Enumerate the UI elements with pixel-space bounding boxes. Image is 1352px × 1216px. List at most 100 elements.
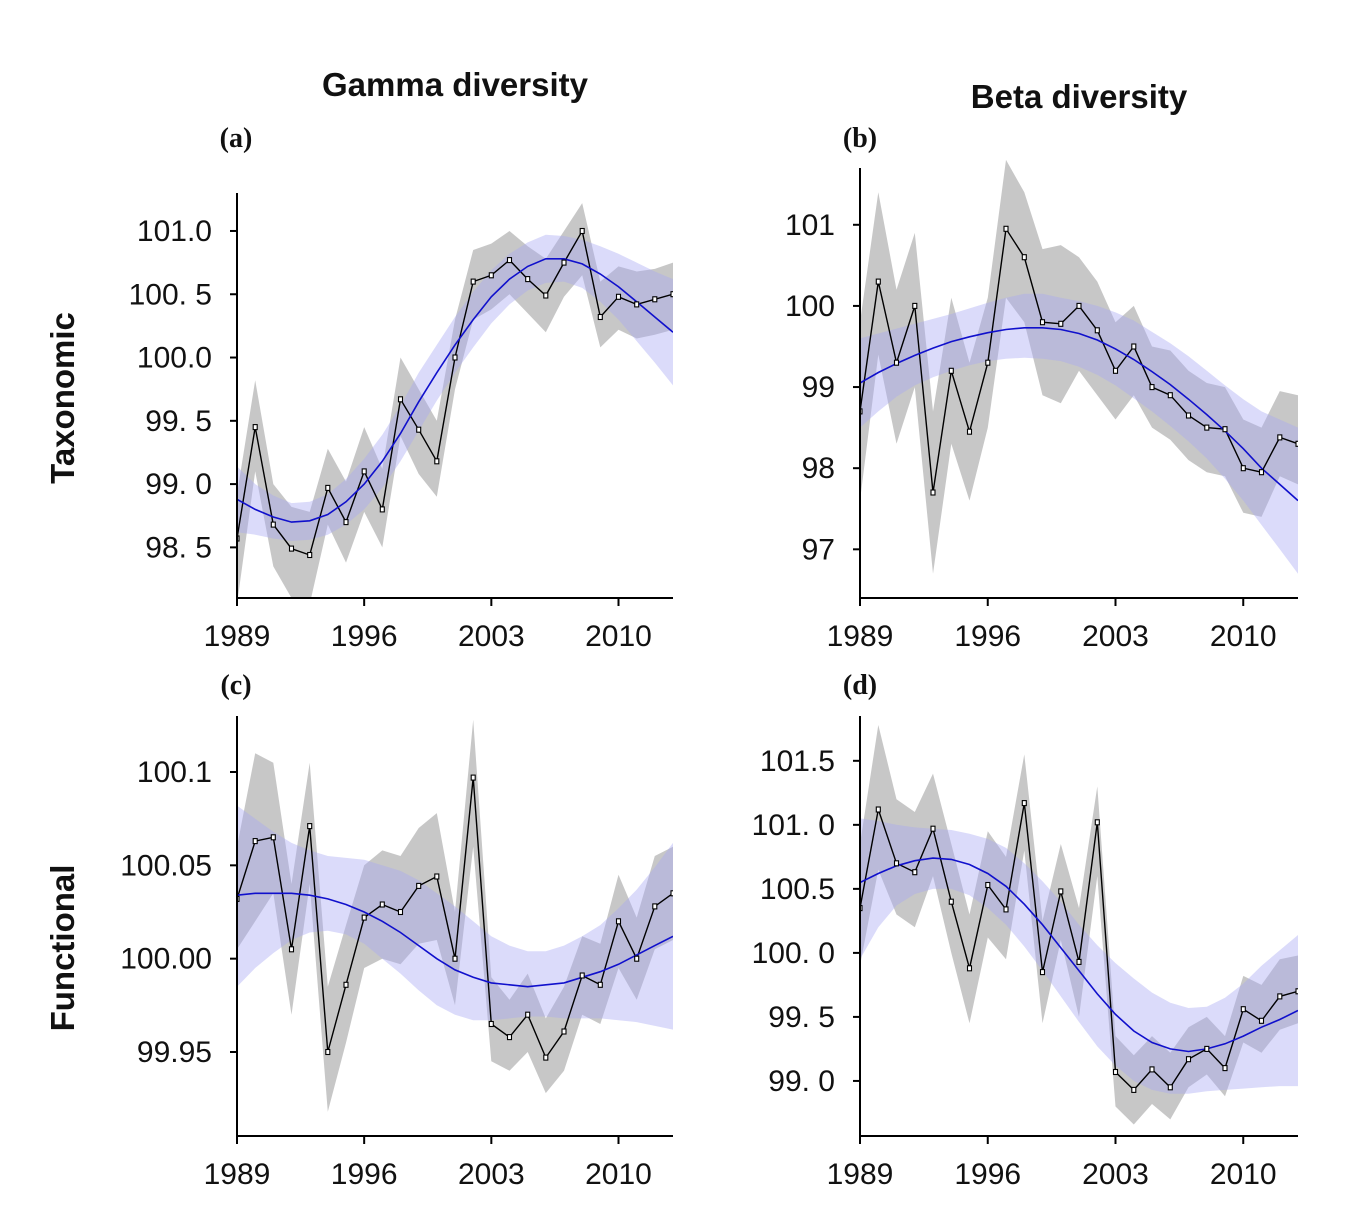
data-point	[966, 428, 973, 435]
data-point	[1240, 1006, 1246, 1013]
panel-a: (a) 98. 5 99. 0 99. 5 100.0 100. 5 101.0 1989 19…	[129, 123, 673, 653]
data-point	[1021, 800, 1027, 807]
y-tick-label: 100	[785, 290, 835, 323]
data-point	[1112, 1068, 1119, 1076]
x-tick-label: 1989	[204, 1158, 271, 1191]
data-point	[1258, 469, 1265, 476]
data-point	[652, 296, 658, 303]
data-point	[434, 873, 440, 880]
data-point	[452, 354, 458, 361]
y-tick-label: 98	[802, 452, 835, 485]
panel-d: (d) 99. 0 99. 5 100. 0 100.5 101. 0 101.5 1989 1…	[752, 670, 1298, 1191]
data-point	[1204, 1045, 1210, 1052]
data-point	[597, 981, 603, 988]
column-title-gamma: Gamma diversity	[322, 66, 589, 103]
data-point	[1076, 302, 1082, 309]
data-point	[930, 825, 936, 832]
trend-ci-band	[237, 805, 673, 1030]
data-point	[470, 278, 476, 285]
data-point	[966, 965, 973, 972]
data-point	[416, 882, 422, 889]
plot-area	[860, 159, 1298, 574]
data-point	[930, 489, 936, 496]
y-tick-label: 100.0	[137, 342, 212, 375]
data-point	[985, 359, 991, 366]
x-tick-label: 1996	[954, 620, 1021, 653]
data-point	[506, 257, 513, 264]
data-point	[1222, 1065, 1228, 1072]
data-point	[561, 1028, 567, 1035]
x-tick-label: 1996	[954, 1158, 1021, 1191]
data-point	[343, 981, 349, 988]
data-point	[1167, 392, 1173, 399]
data-point	[288, 545, 295, 552]
data-point	[615, 918, 622, 925]
data-point	[488, 1020, 494, 1028]
data-point	[1295, 988, 1298, 995]
data-point	[270, 521, 276, 528]
y-tick-label: 99.95	[137, 1036, 212, 1069]
plot-area	[860, 725, 1298, 1125]
y-tick-label: 100. 5	[129, 278, 212, 311]
data-point	[252, 838, 258, 845]
data-point	[452, 955, 458, 962]
data-point	[1277, 434, 1283, 441]
panel-label: (b)	[843, 123, 877, 154]
x-tick-label: 1996	[331, 620, 398, 653]
panel-label: (c)	[220, 670, 251, 701]
data-point	[1094, 819, 1100, 826]
data-point	[875, 806, 881, 813]
data-point	[634, 955, 640, 962]
y-tick-label: 101. 0	[752, 809, 835, 842]
data-point	[652, 903, 658, 910]
data-point	[325, 484, 331, 491]
data-point	[1295, 440, 1298, 447]
data-point	[1185, 1056, 1192, 1063]
data-point	[525, 276, 531, 283]
x-tick-label: 2003	[458, 1158, 525, 1191]
x-tick-label: 2010	[585, 1158, 652, 1191]
x-tick-label: 2010	[585, 620, 652, 653]
data-point	[379, 506, 385, 513]
data-point	[343, 519, 349, 526]
x-tick-label: 2003	[1082, 620, 1149, 653]
trend-ci-band	[237, 234, 673, 542]
data-point	[1021, 254, 1027, 261]
y-tick-label: 101	[785, 209, 835, 242]
data-point	[252, 424, 258, 431]
x-tick-label: 2010	[1210, 1158, 1277, 1191]
data-point	[325, 1048, 331, 1056]
y-tick-label: 100.1	[137, 756, 212, 789]
row-title-taxonomic: Taxonomic	[44, 312, 81, 484]
data-point	[670, 291, 673, 298]
plot-area	[237, 203, 673, 598]
x-tick-label: 2010	[1210, 620, 1277, 653]
y-tick-label: 99. 0	[145, 468, 212, 501]
data-point	[912, 869, 918, 876]
y-tick-label: 101.0	[137, 215, 212, 248]
data-point	[1039, 969, 1046, 976]
data-point	[561, 259, 567, 266]
x-tick-label: 1989	[204, 620, 271, 653]
data-point	[579, 227, 585, 235]
data-point	[1167, 1084, 1173, 1091]
data-point	[1112, 367, 1119, 374]
trend-ci-band	[860, 818, 1298, 1094]
panel-b: (b) 97 98 99 100 101 1989 1996 2003 2010	[785, 123, 1298, 653]
data-point	[1131, 1086, 1137, 1093]
data-point	[543, 292, 549, 299]
data-point	[1185, 412, 1192, 419]
data-point	[1240, 465, 1246, 472]
data-point	[1039, 319, 1046, 326]
data-point	[1058, 320, 1064, 327]
y-tick-label: 101.5	[760, 745, 835, 778]
observed-ci-band	[860, 159, 1298, 574]
x-tick-label: 1989	[827, 1158, 894, 1191]
data-point	[488, 272, 494, 279]
data-point	[361, 914, 367, 921]
trend-line	[237, 258, 673, 523]
trend-line	[860, 857, 1298, 1053]
data-point	[1258, 1017, 1265, 1024]
panel-label: (d)	[843, 670, 877, 701]
